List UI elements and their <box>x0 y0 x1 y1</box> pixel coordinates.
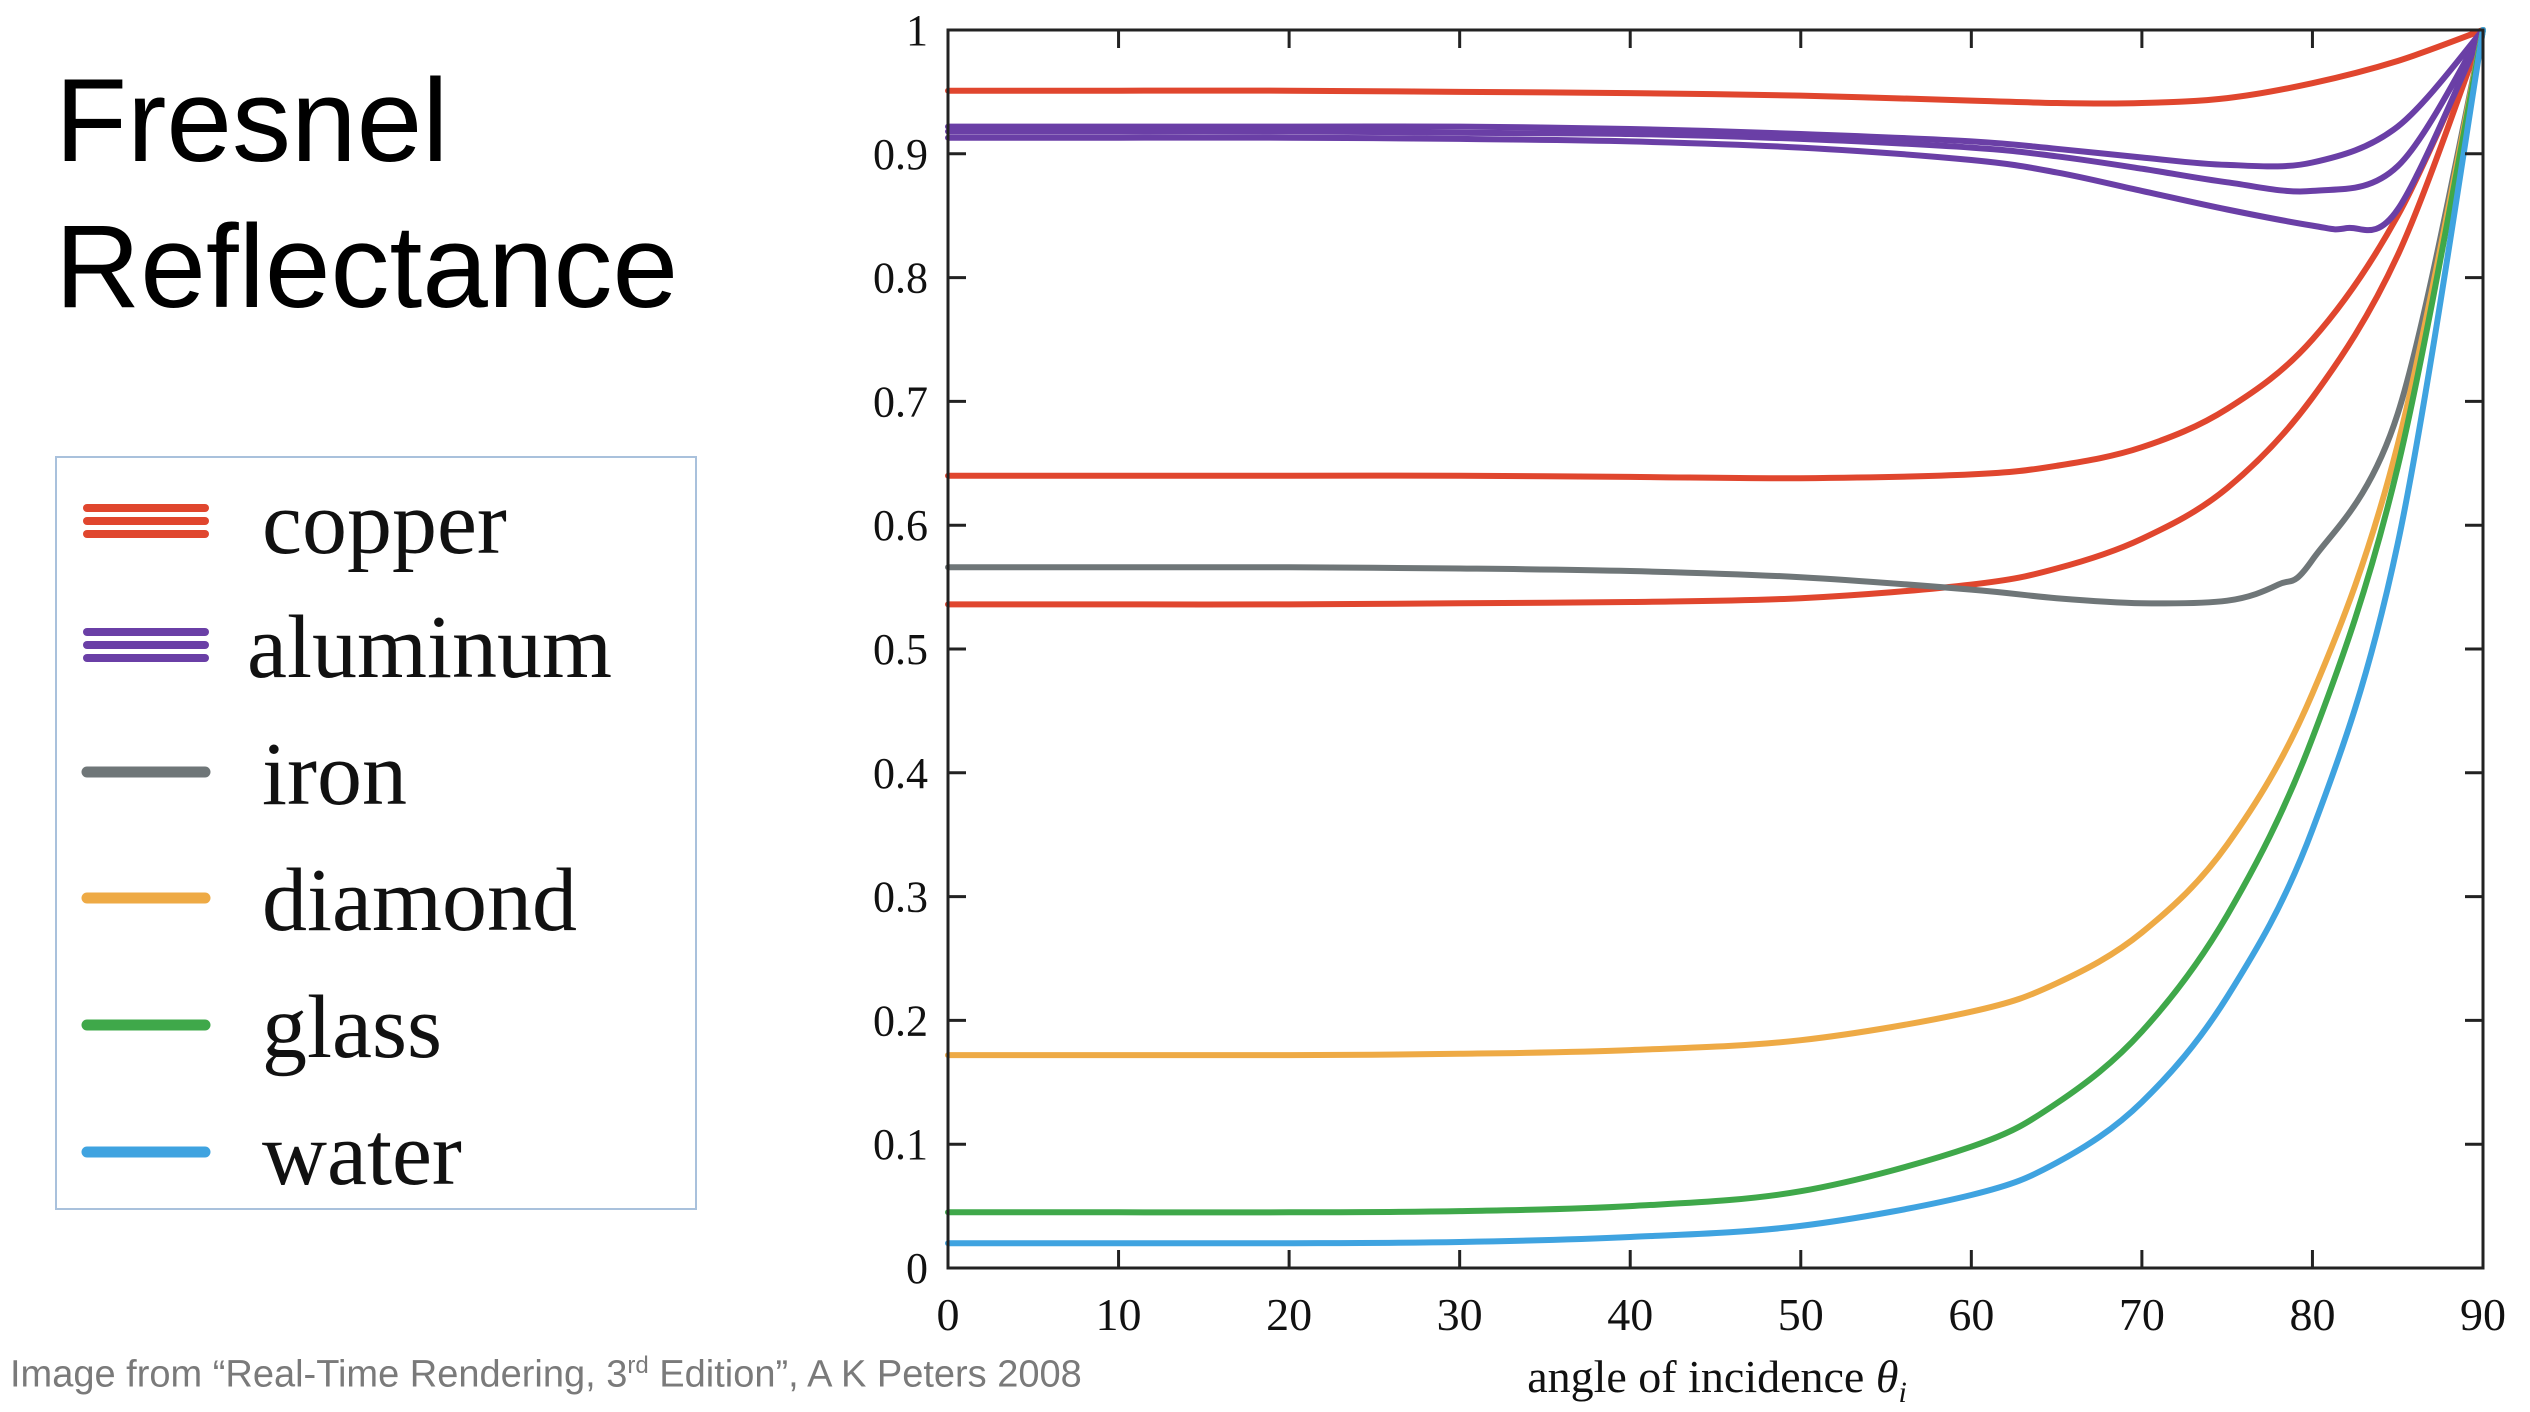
x-tick-label: 10 <box>1096 1289 1142 1340</box>
series-line-glass <box>945 27 2486 1216</box>
y-tick-label: 0.8 <box>873 254 928 303</box>
x-tick-label: 40 <box>1607 1289 1653 1340</box>
image-credit: Image from “Real-Time Rendering, 3rd Edi… <box>10 1352 1082 1397</box>
series-line-water <box>945 27 2486 1247</box>
y-tick-label: 0.5 <box>873 625 928 674</box>
x-tick-label: 60 <box>1948 1289 1994 1340</box>
legend-label: glass <box>262 978 442 1077</box>
legend-label: aluminum <box>247 598 612 697</box>
y-tick-label: 0.4 <box>873 749 928 798</box>
legend-item-aluminum: aluminum <box>57 588 697 708</box>
legend-item-copper: copper <box>57 464 697 584</box>
series-line-copper-blue <box>945 27 2486 608</box>
axis-layer: 0 10 20 30 40 50 60 70 80 90 0 0.1 0.2 0.3 0.4 0.5 0.6 0.… <box>873 6 2506 1340</box>
x-tick-label: 70 <box>2119 1289 2165 1340</box>
y-tick-label: 0.6 <box>873 501 928 550</box>
series-line-copper-green <box>945 27 2486 482</box>
credit-prefix: Image from “Real-Time Rendering, 3 <box>10 1353 628 1396</box>
legend-label: diamond <box>262 851 577 950</box>
x-tick-label: 80 <box>2289 1289 2335 1340</box>
x-tick-label: 90 <box>2460 1289 2506 1340</box>
series-line-aluminum-blue <box>945 27 2486 234</box>
y-tick-label: 0.9 <box>873 130 928 179</box>
y-tick-label: 0.7 <box>873 377 928 426</box>
y-tick-label: 0.3 <box>873 873 928 922</box>
series-line-iron <box>945 27 2486 607</box>
legend-swatch-iron <box>81 766 211 778</box>
chart-legend: copper aluminum iron diamond glass water <box>55 456 697 1210</box>
page-title: Fresnel Reflectance <box>55 55 679 333</box>
legend-label: iron <box>262 725 407 824</box>
legend-swatch-diamond <box>81 892 211 904</box>
series-layer <box>945 27 2486 1247</box>
series-line-aluminum-green <box>945 27 2486 195</box>
x-tick-label: 20 <box>1266 1289 1312 1340</box>
legend-item-water: water <box>57 1095 697 1215</box>
x-tick-label: 30 <box>1437 1289 1483 1340</box>
credit-superscript: rd <box>627 1352 649 1379</box>
legend-label: copper <box>262 474 507 573</box>
legend-swatch-copper <box>83 504 209 538</box>
y-tick-label: 0.1 <box>873 1120 928 1169</box>
legend-swatch-water <box>81 1146 211 1158</box>
series-line-aluminum-red <box>945 27 2486 170</box>
legend-item-diamond: diamond <box>57 841 697 961</box>
legend-label: water <box>262 1105 462 1204</box>
y-tick-label: 0 <box>906 1244 928 1293</box>
y-tick-label: 1 <box>906 6 928 55</box>
legend-item-iron: iron <box>57 715 697 835</box>
x-axis-label: angle of incidence θi <box>1527 1351 1907 1409</box>
y-tick-label: 0.2 <box>873 996 928 1045</box>
legend-swatch-glass <box>81 1019 211 1031</box>
legend-item-glass: glass <box>57 968 697 1088</box>
series-line-diamond <box>945 27 2486 1059</box>
series-line-copper-red <box>945 27 2486 107</box>
credit-suffix: Edition”, A K Peters 2008 <box>648 1353 1082 1396</box>
legend-swatch-aluminum <box>83 628 209 662</box>
x-tick-label: 50 <box>1778 1289 1824 1340</box>
x-tick-label: 0 <box>937 1289 960 1340</box>
